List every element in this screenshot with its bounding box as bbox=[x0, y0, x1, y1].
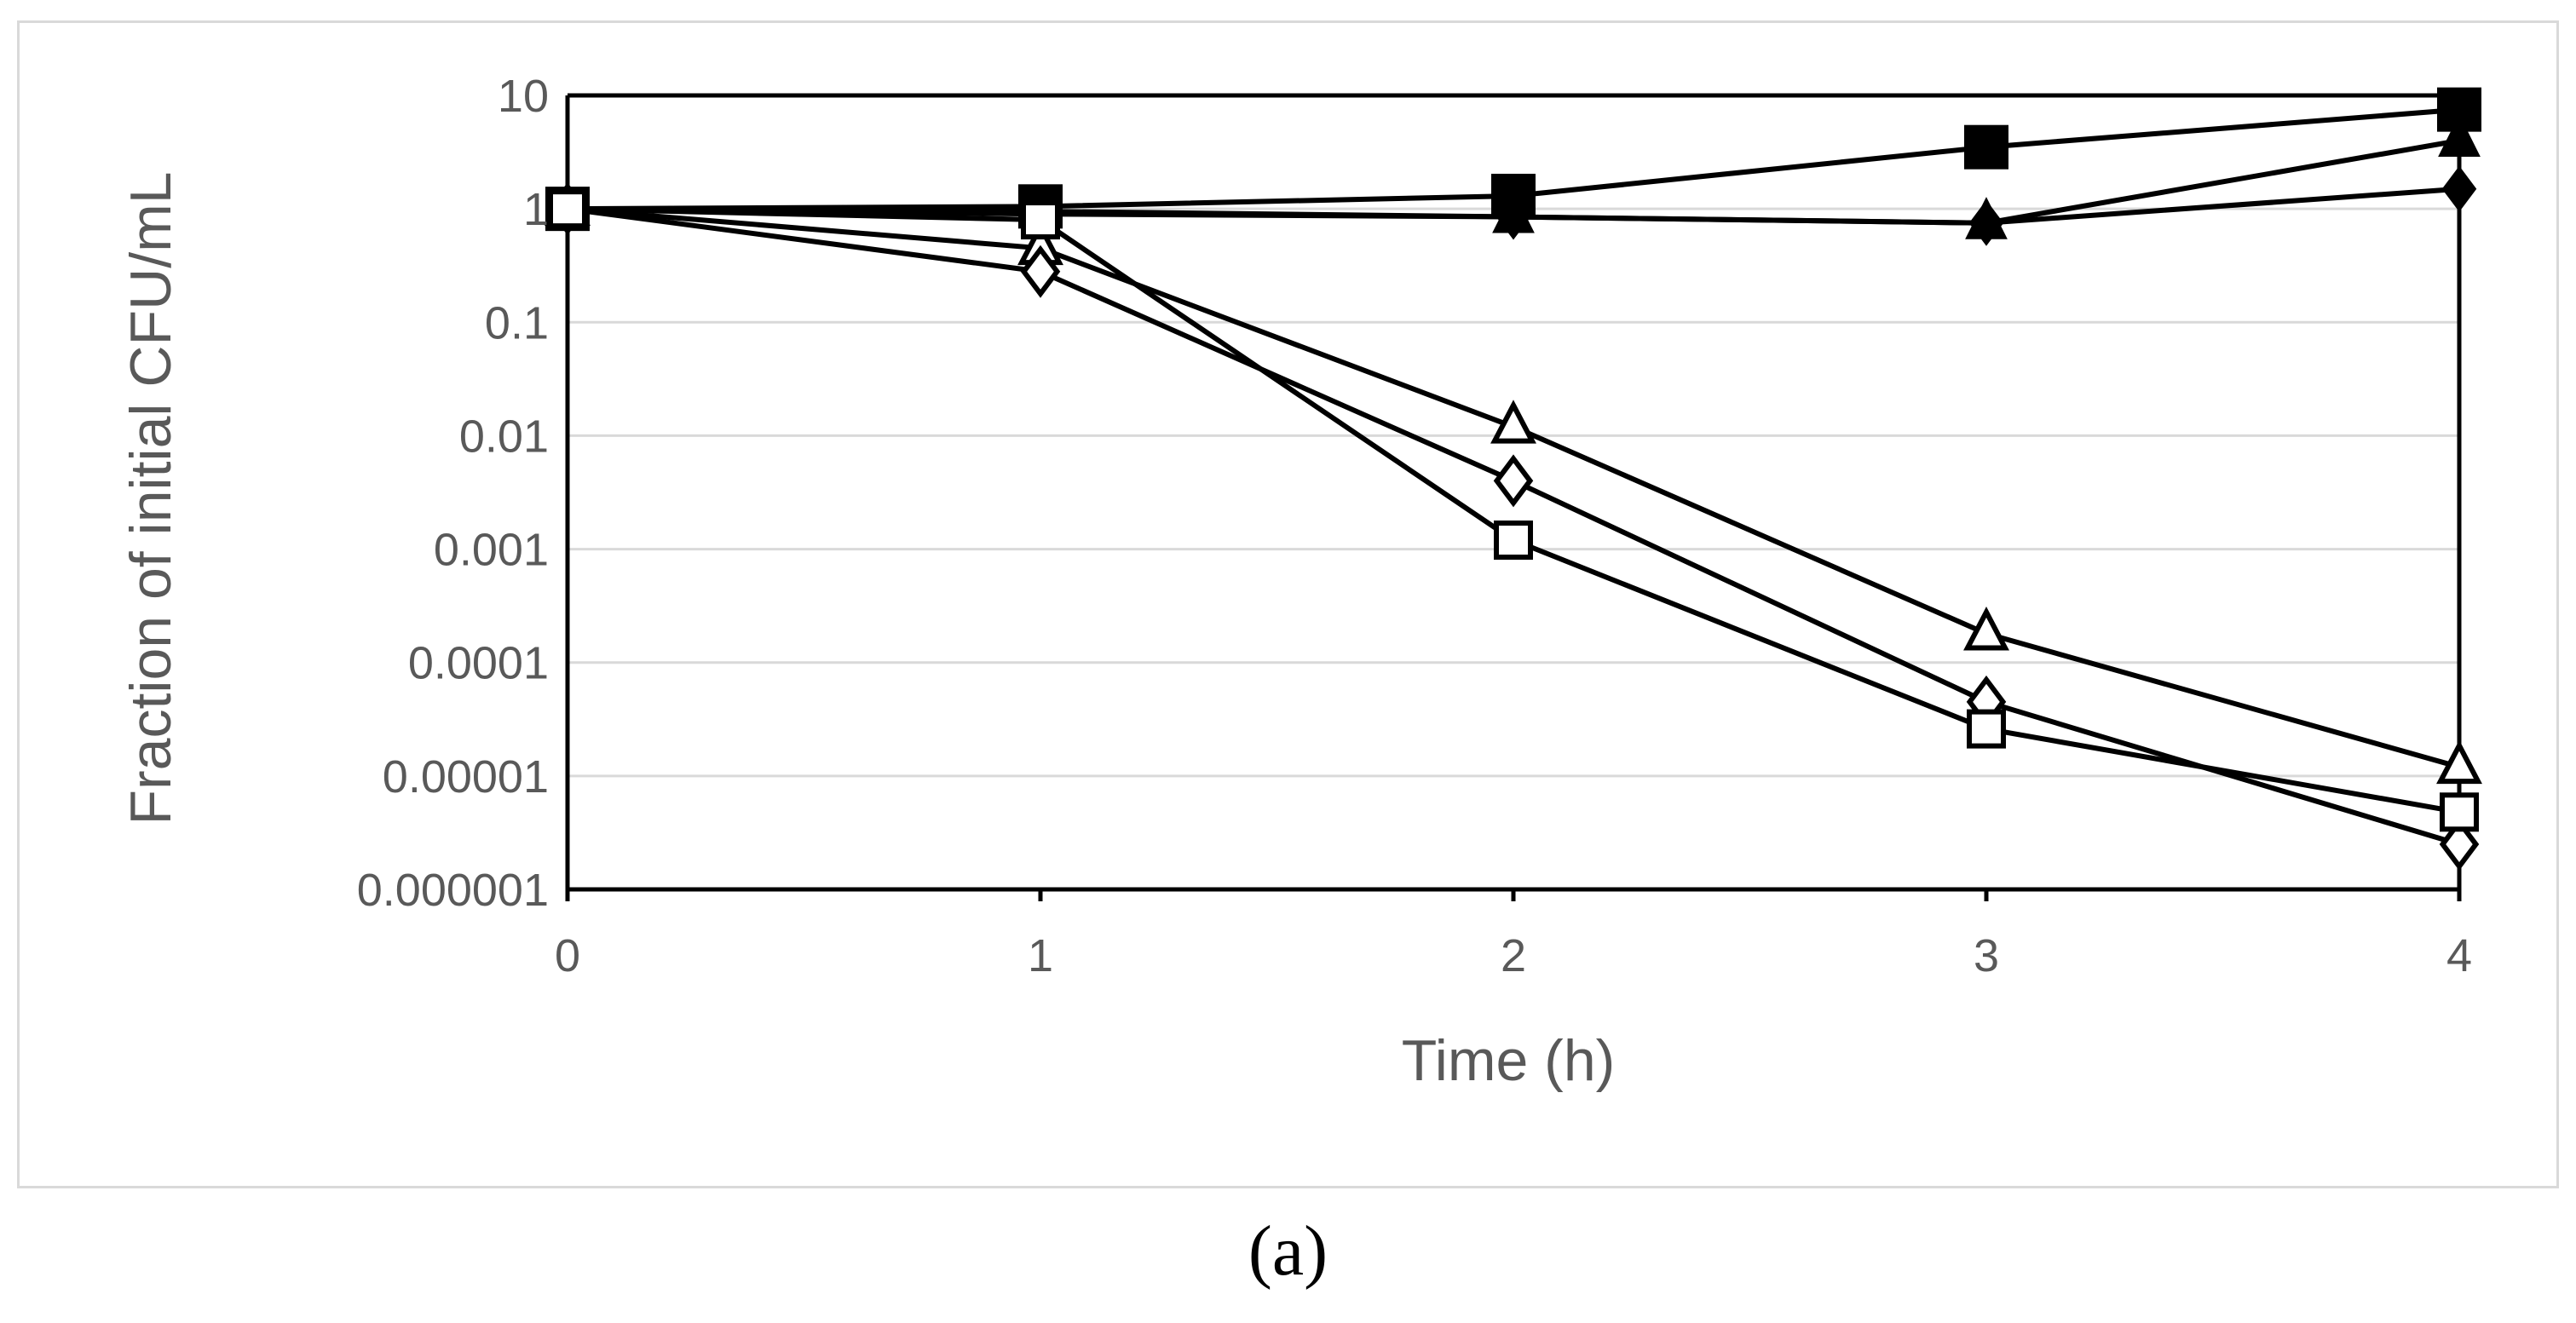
triangle-marker bbox=[2436, 739, 2482, 785]
y-tick-label: 0.01 bbox=[459, 411, 549, 462]
x-tick-label: 1 bbox=[1028, 930, 1053, 981]
square-marker bbox=[1494, 521, 1533, 561]
triangle-marker bbox=[1963, 607, 2009, 651]
y-tick-label: 0.0001 bbox=[408, 638, 549, 689]
diamond-marker bbox=[1493, 454, 1534, 508]
square-marker bbox=[548, 189, 587, 229]
series-open-diamond bbox=[547, 182, 2480, 871]
y-tick-label: 1 bbox=[523, 184, 549, 235]
square-marker bbox=[1964, 124, 2008, 170]
x-tick-label: 3 bbox=[1974, 930, 1999, 981]
y-tick-label: 0.001 bbox=[434, 525, 549, 576]
diamond-marker bbox=[2439, 818, 2480, 871]
figure-caption: (a) bbox=[1248, 1211, 1328, 1291]
y-tick-label: 0.00001 bbox=[383, 751, 549, 802]
y-axis-title: Fraction of initial CFU/mL bbox=[118, 171, 183, 825]
series-open-square bbox=[548, 189, 2479, 832]
data-series bbox=[545, 87, 2482, 871]
square-marker bbox=[1021, 200, 1060, 240]
square-marker bbox=[1967, 709, 2006, 749]
x-tick-label: 2 bbox=[1501, 930, 1526, 981]
y-tick-label: 0.1 bbox=[485, 297, 549, 348]
diamond-marker bbox=[1495, 193, 1531, 240]
series-line bbox=[567, 206, 2460, 815]
y-tick-label: 0.000001 bbox=[357, 865, 549, 916]
diamond-marker bbox=[1968, 199, 2004, 246]
square-marker bbox=[2440, 792, 2479, 832]
y-tick-label: 10 bbox=[498, 71, 549, 122]
diamond-marker bbox=[1020, 244, 1061, 298]
x-tick-label: 0 bbox=[555, 930, 580, 981]
diamond-marker bbox=[2441, 165, 2477, 212]
x-axis-title: Time (h) bbox=[1402, 1028, 1616, 1093]
triangle-marker bbox=[2438, 114, 2481, 157]
x-tick-label: 4 bbox=[2446, 930, 2472, 981]
triangle-marker bbox=[1490, 400, 1536, 444]
